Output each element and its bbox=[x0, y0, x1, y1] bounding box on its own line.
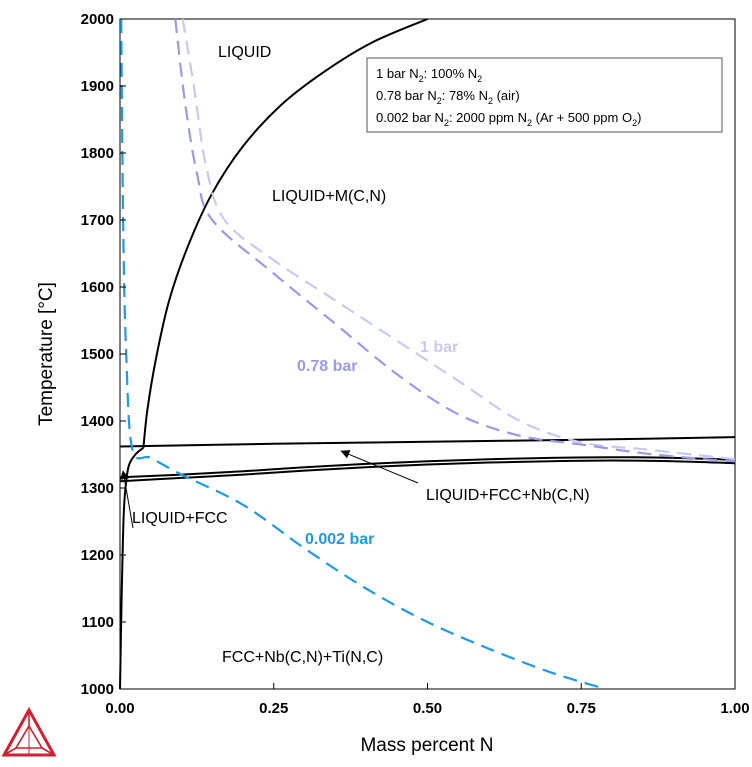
series-line-0-002-bar bbox=[120, 18, 607, 691]
legend: 1 bar N2: 100% N2 0.78 bar N2: 78% N2 (a… bbox=[366, 57, 723, 133]
x-tick-label: 0.75 bbox=[567, 700, 596, 717]
phase-boundary-line bbox=[119, 459, 736, 483]
y-tick-label: 1600 bbox=[81, 279, 114, 296]
region-label-liquid-fcc: LIQUID+FCC bbox=[132, 510, 228, 527]
y-tick-label: 1800 bbox=[81, 145, 114, 162]
y-axis-title: Temperature [°C] bbox=[36, 282, 57, 426]
series-label-0-78-bar: 0.78 bar bbox=[297, 358, 357, 375]
x-tick-label: 0.25 bbox=[259, 700, 288, 717]
legend-entry-0-78-bar: 0.78 bar N2: 78% N2 (air) bbox=[376, 88, 520, 106]
y-tick-label: 1200 bbox=[81, 547, 114, 564]
legend-entry-0-002-bar: 0.002 bar N2: 2000 ppm N2 (Ar + 500 ppm … bbox=[376, 110, 641, 128]
region-label-fcc-nb-ti: FCC+Nb(C,N)+Ti(N,C) bbox=[222, 649, 383, 666]
y-tick-label: 1900 bbox=[81, 78, 114, 95]
x-axis-title: Mass percent N bbox=[360, 735, 493, 756]
y-tick-label: 1300 bbox=[81, 480, 114, 497]
x-tick-label: 1.00 bbox=[720, 700, 749, 717]
y-tick-label: 1700 bbox=[81, 212, 114, 229]
y-tick-label: 1000 bbox=[81, 681, 114, 698]
region-label-liquid: LIQUID bbox=[218, 44, 271, 61]
series-label-1-bar: 1 bar bbox=[420, 339, 458, 356]
series-line-1-bar bbox=[181, 18, 736, 461]
y-tick-label: 2000 bbox=[81, 11, 114, 28]
y-tick-label: 1100 bbox=[81, 614, 114, 631]
annotation-arrow-liquid-fcc-nb bbox=[340, 450, 419, 484]
annotation-arrow-liquid-fcc bbox=[120, 470, 134, 529]
legend-box bbox=[366, 57, 723, 133]
region-label-liquid-fcc-nb: LIQUID+FCC+Nb(C,N) bbox=[426, 487, 590, 504]
phase-boundary-line bbox=[119, 456, 736, 479]
legend-entry-1-bar: 1 bar N2: 100% N2 bbox=[376, 66, 482, 84]
phase-boundary-line bbox=[119, 436, 736, 448]
x-tick-label: 0.50 bbox=[413, 700, 442, 717]
series-label-0-002-bar: 0.002 bar bbox=[305, 531, 374, 548]
region-label-liquid-mcn: LIQUID+M(C,N) bbox=[272, 188, 386, 205]
thermo-calc-logo bbox=[1, 706, 57, 757]
series-line-0-78-bar bbox=[174, 18, 736, 463]
phase-boundary-line bbox=[119, 447, 145, 690]
y-tick-label: 1500 bbox=[81, 346, 114, 363]
y-tick-label: 1400 bbox=[81, 413, 114, 430]
x-tick-label: 0.00 bbox=[105, 700, 134, 717]
